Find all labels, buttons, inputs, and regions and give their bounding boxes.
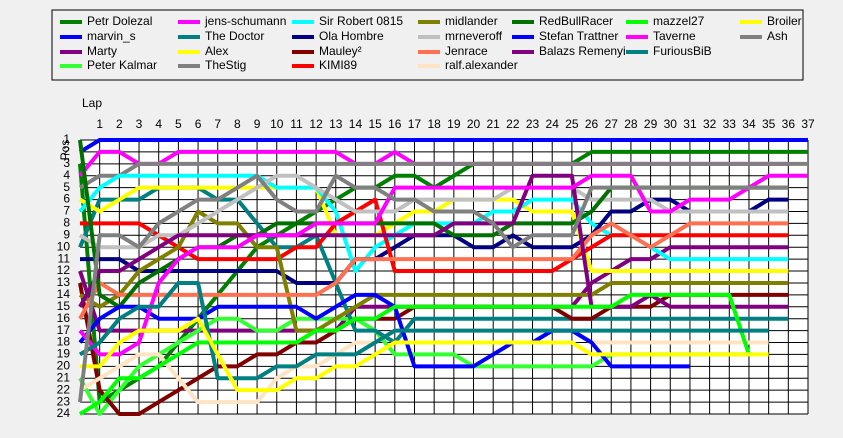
y-tick-label: 19 bbox=[57, 347, 71, 361]
x-tick-label: 24 bbox=[546, 117, 560, 131]
y-tick-label: 22 bbox=[57, 382, 71, 396]
series-line bbox=[78, 138, 808, 154]
y-tick-label: 2 bbox=[63, 144, 70, 158]
x-tick-label: 23 bbox=[526, 117, 540, 131]
series-line bbox=[78, 161, 808, 190]
x-tick-label: 13 bbox=[329, 117, 343, 131]
legend-label: jens-schumann bbox=[204, 14, 286, 28]
x-tick-label: 27 bbox=[605, 117, 619, 131]
legend-label: Alex bbox=[205, 44, 228, 58]
x-tick-label: 17 bbox=[408, 117, 422, 131]
y-tick-label: 1 bbox=[63, 132, 70, 146]
legend-label: RedBullRacer bbox=[539, 14, 613, 28]
y-tick-label: 4 bbox=[63, 168, 70, 182]
x-tick-label: 30 bbox=[664, 117, 678, 131]
x-tick-label: 12 bbox=[309, 117, 323, 131]
legend-label: Stefan Trattner bbox=[539, 29, 618, 43]
series-line bbox=[78, 173, 789, 309]
x-tick-label: 15 bbox=[368, 117, 382, 131]
series-line bbox=[78, 173, 808, 357]
x-tick-label: 19 bbox=[447, 117, 461, 131]
x-tick-label: 6 bbox=[195, 117, 202, 131]
y-tick-label: 17 bbox=[57, 323, 71, 337]
legend-label: Petr Dolezal bbox=[87, 14, 152, 28]
legend-label: mrneveroff bbox=[445, 29, 503, 43]
y-tick-label: 23 bbox=[57, 394, 71, 408]
x-tick-label: 28 bbox=[624, 117, 638, 131]
legend-label: Broiler bbox=[767, 14, 802, 28]
y-tick-label: 14 bbox=[57, 287, 71, 301]
x-tick-label: 2 bbox=[116, 117, 123, 131]
y-tick-label: 18 bbox=[57, 335, 71, 349]
legend-label: mazzel27 bbox=[653, 14, 705, 28]
legend-label: Jenrace bbox=[445, 44, 488, 58]
legend-label: Ola Hombre bbox=[319, 29, 384, 43]
series-line bbox=[78, 221, 789, 320]
y-tick-label: 8 bbox=[63, 216, 70, 230]
x-tick-label: 5 bbox=[175, 117, 182, 131]
y-tick-label: 7 bbox=[63, 204, 70, 218]
x-tick-label: 18 bbox=[427, 117, 441, 131]
x-tick-label: 11 bbox=[290, 117, 303, 131]
series-line bbox=[78, 209, 789, 333]
legend-label: Marty bbox=[87, 44, 117, 58]
y-tick-label: 13 bbox=[57, 275, 71, 289]
x-tick-label: 25 bbox=[565, 117, 579, 131]
y-tick-label: 20 bbox=[57, 359, 71, 373]
legend-label: FuriousBiB bbox=[653, 44, 712, 58]
y-tick-label: 12 bbox=[57, 263, 71, 277]
y-tick-label: 11 bbox=[58, 251, 71, 265]
legend-label: Mauley² bbox=[319, 44, 362, 58]
legend-label: Balazs Remenyi bbox=[539, 44, 626, 58]
x-tick-label: 31 bbox=[683, 117, 697, 131]
y-tick-label: 5 bbox=[63, 180, 70, 194]
x-tick-label: 21 bbox=[487, 117, 501, 131]
x-tick-label: 8 bbox=[234, 117, 241, 131]
series-line bbox=[78, 292, 751, 416]
y-tick-label: 9 bbox=[63, 227, 70, 241]
y-tick-label: 3 bbox=[63, 156, 70, 170]
legend-label: Sir Robert 0815 bbox=[319, 14, 403, 28]
x-tick-label: 35 bbox=[762, 117, 776, 131]
x-tick-label: 3 bbox=[136, 117, 143, 131]
x-tick-label: 37 bbox=[801, 117, 815, 131]
legend-label: ralf.alexander bbox=[445, 58, 518, 72]
series-line bbox=[80, 316, 769, 393]
legend-label: The Doctor bbox=[205, 29, 264, 43]
series-line bbox=[78, 173, 789, 403]
x-tick-label: 36 bbox=[782, 117, 796, 131]
x-tick-label: 10 bbox=[270, 117, 284, 131]
legend-label: KIMI89 bbox=[319, 58, 357, 72]
x-tick-label: 14 bbox=[349, 117, 363, 131]
y-tick-label: 15 bbox=[57, 299, 71, 313]
legend-label: Ash bbox=[767, 29, 788, 43]
x-tick-label: 9 bbox=[254, 117, 261, 131]
y-tick-label: 16 bbox=[57, 311, 71, 325]
legend-label: TheStig bbox=[205, 58, 246, 72]
x-tick-label: 16 bbox=[388, 117, 402, 131]
y-tick-label: 21 bbox=[57, 370, 71, 384]
x-tick-label: 4 bbox=[155, 117, 162, 131]
x-tick-label: 20 bbox=[467, 117, 481, 131]
series-line bbox=[78, 292, 690, 369]
y-tick-label: 10 bbox=[57, 239, 71, 253]
legend-label: Peter Kalmar bbox=[87, 58, 157, 72]
legend-label: midlander bbox=[445, 14, 498, 28]
series-line bbox=[78, 280, 769, 381]
x-tick-label: 1 bbox=[96, 117, 103, 131]
y-axis-label: Pos bbox=[58, 140, 72, 161]
x-tick-label: 22 bbox=[506, 117, 520, 131]
y-tick-label: 6 bbox=[63, 192, 70, 206]
y-tick-label: 24 bbox=[57, 406, 71, 420]
legend-label: Taverne bbox=[653, 29, 696, 43]
x-tick-label: 26 bbox=[585, 117, 599, 131]
x-tick-label: 7 bbox=[214, 117, 221, 131]
x-axis-label: Lap bbox=[82, 96, 102, 110]
x-tick-label: 29 bbox=[644, 117, 658, 131]
legend-label: marvin_s bbox=[87, 29, 136, 43]
x-tick-label: 32 bbox=[703, 117, 717, 131]
x-tick-label: 33 bbox=[723, 117, 737, 131]
x-tick-label: 34 bbox=[742, 117, 756, 131]
